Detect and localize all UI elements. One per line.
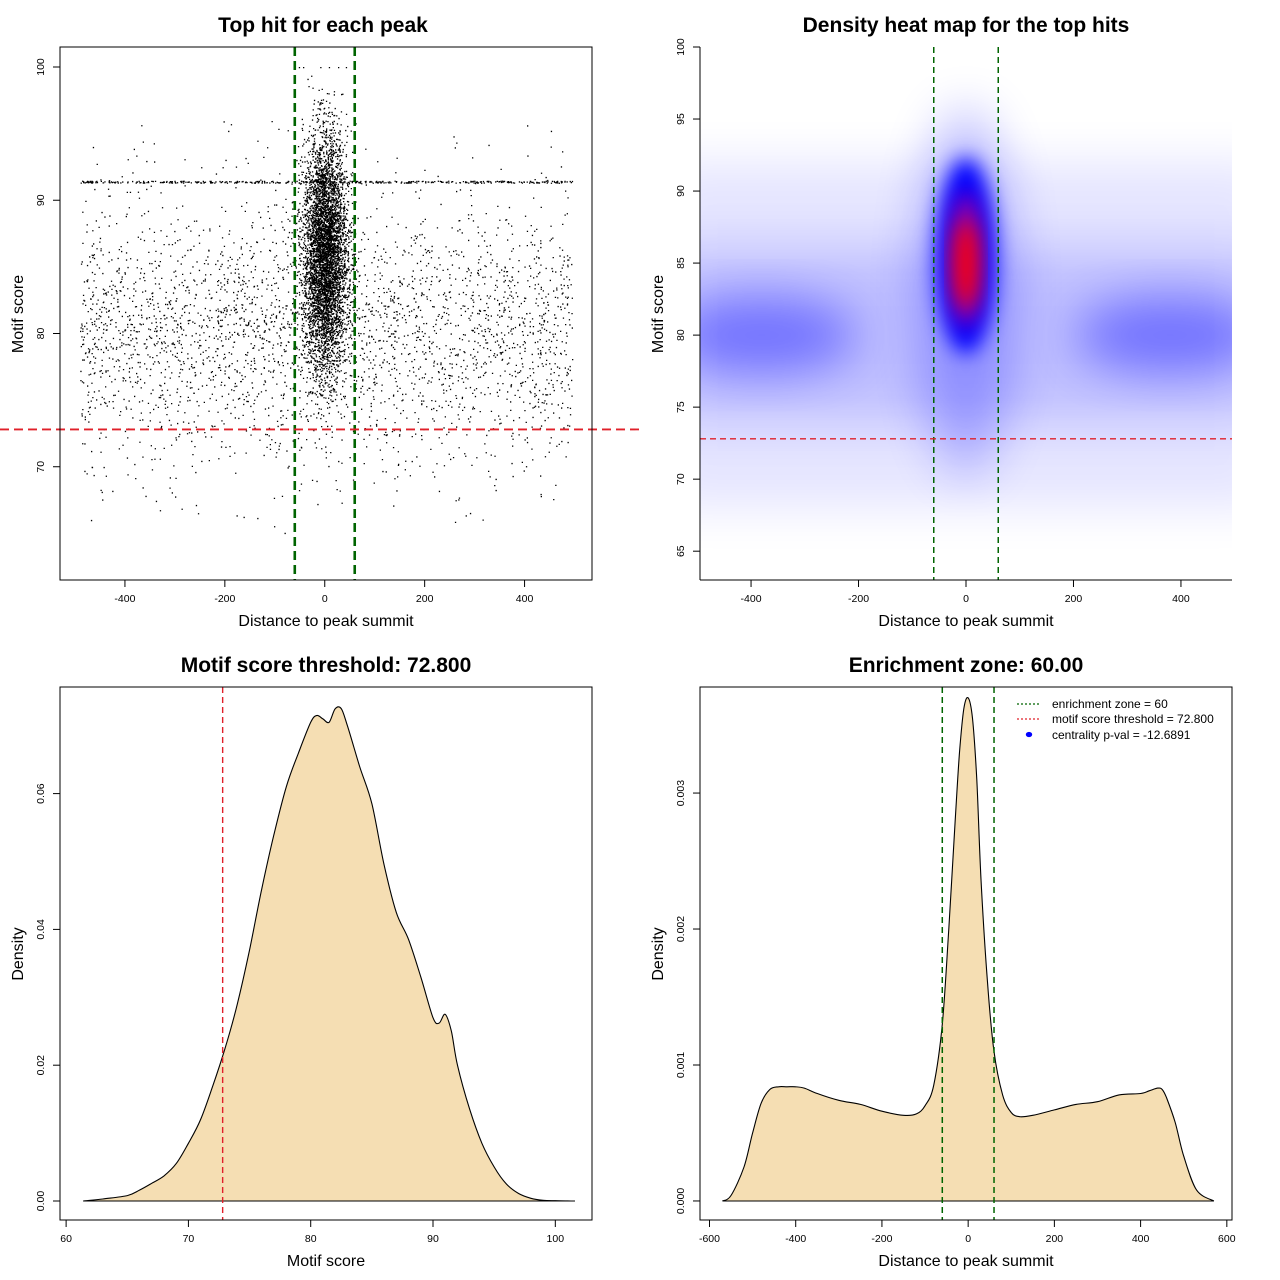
heatmap-side-blob [1075,297,1232,374]
heatmap-y-tick-label: 95 [675,113,687,125]
heatmap-y-tick-label: 75 [675,401,687,413]
scatter-point-cloud [80,67,574,535]
score-density-x-tick-label: 90 [427,1233,439,1245]
scatter-y-tick-label: 70 [35,461,47,473]
scatter-x-tick-label: 0 [322,593,328,605]
score-density-x-tick-label: 60 [60,1233,72,1245]
panel-scatter: Top hit for each peak -400 -200 0 200 400 70… [0,14,640,630]
panel-score-density: Motif score threshold: 72.800 60 70 80 90 10… [10,654,593,1270]
scatter-points [80,67,574,535]
scatter-x-tick-label: 200 [416,593,434,605]
score-density-x-tick-label: 80 [305,1233,317,1245]
score-density-y-tick-label: 0.06 [35,783,47,804]
score-density-x-tick-label: 100 [547,1233,565,1245]
scatter-title: Top hit for each peak [218,14,428,37]
scatter-y-axis-label: Motif score [10,275,27,353]
heatmap-y-tick-label: 100 [675,38,687,56]
scatter-x-tick-label: -400 [114,593,135,605]
heatmap-y-tick-label: 85 [675,257,687,269]
heatmap-x-tick-label: 0 [963,593,969,605]
panel-distance-density: Enrichment zone: 60.00 -600 -400 -200 0 200 4… [650,654,1236,1270]
heatmap-side-blob [700,297,857,374]
legend-threshold-label: motif score threshold = 72.800 [1052,712,1214,726]
distance-density-y-tick-label: 0.001 [675,1052,687,1078]
scatter-x-axis-label: Distance to peak summit [238,613,414,630]
heatmap-x-axis-label: Distance to peak summit [878,613,1054,630]
distance-density-title: Enrichment zone: 60.00 [849,654,1084,677]
score-density-y-tick-label: 0.04 [35,919,47,940]
heatmap-density-field [700,47,1232,580]
heatmap-x-tick-label: 200 [1065,593,1083,605]
distance-density-x-tick-label: 0 [965,1233,971,1245]
score-density-y-tick-label: 0.00 [35,1191,47,1212]
distance-density-density-curve [722,696,1215,1202]
scatter-x-tick-label: -200 [214,593,235,605]
distance-density-x-tick-label: -200 [871,1233,892,1245]
distance-density-x-tick-label: 600 [1218,1233,1236,1245]
heatmap-y-tick-label: 70 [675,473,687,485]
score-density-title: Motif score threshold: 72.800 [181,654,472,677]
distance-density-x-tick-label: 400 [1132,1233,1150,1245]
heatmap-x-tick-label: 400 [1172,593,1190,605]
heatmap-x-tick-label: -400 [741,593,762,605]
legend-pval-dot [1025,731,1033,738]
distance-density-x-tick-label: -600 [699,1233,720,1245]
distance-density-y-tick-label: 0.000 [675,1188,687,1214]
distance-density-y-tick-label: 0.003 [675,780,687,806]
panel-heatmap: Density heat map for the top hits -400 -2… [650,14,1232,630]
score-density-x-tick-label: 70 [183,1233,195,1245]
distance-density-y-axis-label: Density [650,927,667,980]
distance-density-area-fill [722,697,1214,1201]
heatmap-center-red [955,219,977,308]
distance-density-y-tick-label: 0.002 [675,916,687,942]
distance-density-x-axis-label: Distance to peak summit [878,1253,1054,1270]
heatmap-y-tick-label: 80 [675,329,687,341]
distance-density-x-tick-label: -400 [785,1233,806,1245]
scatter-x-tick-label: 400 [516,593,534,605]
scatter-y-tick-label: 90 [35,194,47,206]
heatmap-y-tick-label: 65 [675,545,687,557]
scatter-y-tick-label: 100 [35,58,47,76]
legend-pval-label: centrality p-val = -12.6891 [1052,728,1191,742]
legend: enrichment zone = 60 motif score thresho… [1017,697,1214,742]
score-density-x-axis-label: Motif score [287,1253,365,1270]
heatmap-x-tick-label: -200 [848,593,869,605]
score-density-area-fill [83,706,575,1201]
distance-density-x-tick-label: 200 [1046,1233,1064,1245]
score-density-y-tick-label: 0.02 [35,1055,47,1076]
scatter-y-tick-label: 80 [35,327,47,339]
legend-zone-label: enrichment zone = 60 [1052,697,1168,711]
heatmap-y-axis-label: Motif score [650,275,667,353]
score-density-density-curve [83,706,575,1202]
heatmap-title: Density heat map for the top hits [803,14,1130,37]
heatmap-y-tick-label: 90 [675,185,687,197]
score-density-y-axis-label: Density [10,927,27,980]
